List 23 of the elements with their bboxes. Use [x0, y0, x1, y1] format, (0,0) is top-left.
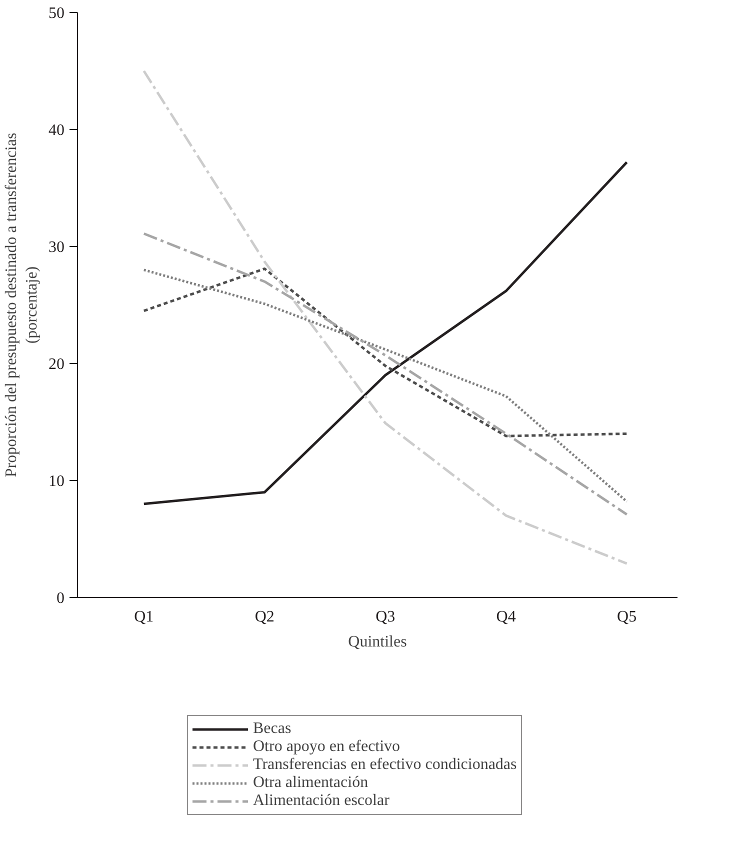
x-tick-label: Q3: [376, 608, 396, 626]
line-series: [142, 267, 628, 438]
y-axis-title: Proporción del presupuesto destinado a transferencias (porcentaje): [3, 132, 40, 478]
line-series: [142, 232, 628, 516]
y-tick-label: 50: [48, 5, 64, 22]
y-tick-label: 20: [48, 356, 64, 373]
x-tick-label: Q1: [134, 608, 154, 626]
legend-label: Transferencias en efectivo condicionadas: [253, 756, 517, 774]
x-tick-label: Q5: [617, 608, 637, 626]
y-tick-label: 10: [48, 473, 64, 490]
legend-label: Alimentación escolar: [253, 792, 390, 810]
line-series: [142, 268, 628, 503]
y-tick-label: 0: [56, 590, 64, 607]
y-tick-label: 40: [48, 122, 64, 139]
line-series: [142, 70, 628, 565]
legend-label: Otra alimentación: [253, 774, 368, 792]
x-axis-title: Quintiles: [348, 634, 407, 650]
y-tick-label: 30: [48, 239, 64, 256]
legend-label: Becas: [253, 720, 292, 738]
x-tick-label: Q4: [496, 608, 516, 626]
legend-label: Otro apoyo en efectivo: [253, 738, 400, 756]
line-series: [142, 161, 628, 506]
x-tick-label: Q2: [254, 608, 274, 626]
